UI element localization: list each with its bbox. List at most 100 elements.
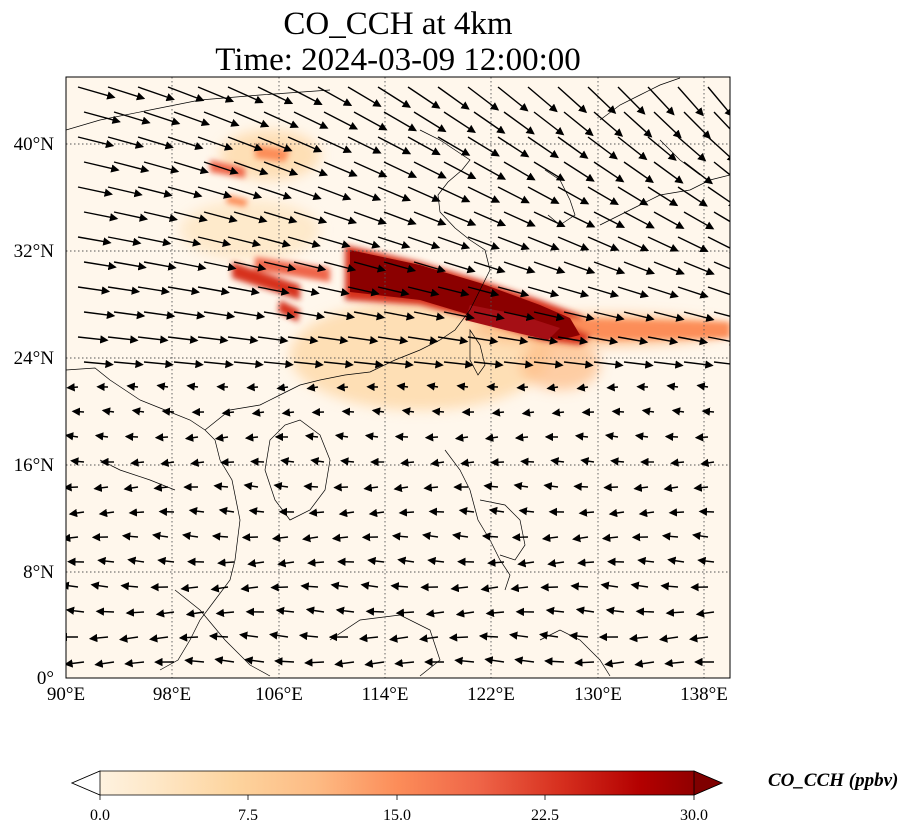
wind-arrow	[83, 261, 117, 271]
wind-arrow	[383, 311, 415, 321]
wind-arrow	[203, 311, 236, 320]
wind-arrow	[377, 236, 411, 249]
wind-arrow	[154, 433, 169, 442]
wind-arrow	[113, 111, 151, 125]
wind-arrow	[395, 608, 415, 617]
wind-arrow	[424, 433, 439, 442]
wind-arrow	[437, 186, 471, 203]
wind-arrow	[250, 457, 265, 466]
wind-arrow	[143, 359, 174, 369]
wind-arrow	[368, 508, 385, 518]
wind-arrow	[383, 360, 414, 369]
wind-arrow	[347, 286, 380, 297]
wind-arrow	[574, 432, 589, 441]
wind-arrow	[473, 111, 506, 134]
wind-arrow	[128, 508, 145, 517]
wind-arrow	[120, 582, 139, 591]
wind-arrow	[419, 634, 439, 643]
wind-arrow	[431, 407, 445, 416]
wind-arrow	[484, 656, 505, 665]
wind-arrow	[473, 211, 507, 227]
wind-arrow	[119, 634, 139, 643]
wind-arrow	[124, 659, 145, 668]
wind-arrow	[77, 136, 115, 149]
wind-arrow	[575, 606, 595, 615]
wind-arrow	[70, 457, 85, 466]
wind-arrow	[83, 310, 116, 320]
wind-arrow	[443, 161, 477, 180]
wind-arrow	[347, 136, 382, 154]
wind-arrow	[437, 86, 470, 110]
wind-arrow	[303, 482, 319, 491]
wind-arrow	[593, 211, 626, 228]
wind-arrow	[66, 432, 79, 441]
wind-arrow	[422, 531, 439, 541]
wind-arrow	[390, 582, 409, 591]
wind-arrow	[697, 556, 715, 566]
wind-arrow	[239, 631, 259, 640]
wind-arrow	[394, 658, 415, 668]
wind-arrow	[143, 211, 178, 223]
y-tick-label: 0°	[37, 668, 54, 689]
wind-arrow	[233, 111, 270, 128]
wind-arrow	[425, 609, 445, 618]
y-tick-label: 8°N	[23, 562, 54, 583]
wind-arrow	[568, 631, 589, 641]
wind-arrow	[407, 86, 441, 109]
wind-arrow	[317, 236, 351, 249]
wind-arrow	[633, 483, 649, 492]
wind-arrow	[397, 556, 415, 565]
wind-arrow	[269, 631, 289, 640]
wind-arrow	[557, 336, 589, 345]
wind-arrow	[641, 407, 655, 416]
wind-arrow	[485, 608, 505, 618]
wind-arrow	[473, 311, 505, 321]
wind-arrow	[407, 186, 441, 202]
wind-arrow	[77, 286, 111, 295]
wind-arrow	[173, 161, 209, 175]
wind-arrow	[617, 336, 649, 346]
wind-arrow	[173, 111, 211, 127]
wind-arrow	[218, 506, 235, 516]
wind-arrow	[610, 457, 625, 466]
wind-arrow	[233, 359, 264, 369]
wind-arrow	[563, 161, 595, 182]
wind-arrow	[123, 483, 139, 493]
wind-arrow	[467, 186, 501, 203]
wind-arrow	[473, 161, 507, 180]
wind-arrow	[634, 432, 649, 441]
wind-arrow	[677, 186, 708, 207]
wind-arrow	[66, 606, 85, 615]
wind-arrow	[563, 111, 594, 137]
wind-arrow	[330, 581, 349, 590]
wind-arrow	[167, 136, 204, 151]
wind-arrow	[557, 86, 588, 114]
wind-arrow	[197, 186, 233, 199]
wind-arrow	[263, 111, 299, 129]
wind-arrow	[97, 556, 115, 566]
wind-arrow	[323, 111, 359, 130]
wind-arrow	[701, 407, 715, 416]
wind-arrow	[557, 136, 589, 159]
wind-arrow	[668, 508, 685, 517]
wind-arrow	[137, 236, 172, 247]
colorbar-over-extension	[693, 770, 724, 796]
wind-arrow	[593, 111, 624, 137]
wind-arrow	[317, 186, 352, 201]
wind-arrow	[593, 311, 625, 322]
wind-arrow	[263, 211, 298, 224]
wind-arrow	[398, 508, 415, 517]
wind-arrow	[280, 457, 295, 466]
wind-arrow	[137, 86, 175, 102]
wind-arrow	[152, 531, 169, 541]
wind-arrow	[293, 111, 329, 129]
wind-arrow	[460, 458, 475, 467]
wind-arrow	[545, 606, 565, 616]
wind-arrow	[713, 361, 730, 365]
wind-arrow	[707, 86, 730, 117]
wind-arrow	[533, 161, 566, 182]
wind-arrow	[317, 286, 350, 297]
wind-arrow	[600, 581, 619, 590]
wind-arrow	[173, 261, 207, 271]
wind-arrow	[333, 483, 349, 492]
